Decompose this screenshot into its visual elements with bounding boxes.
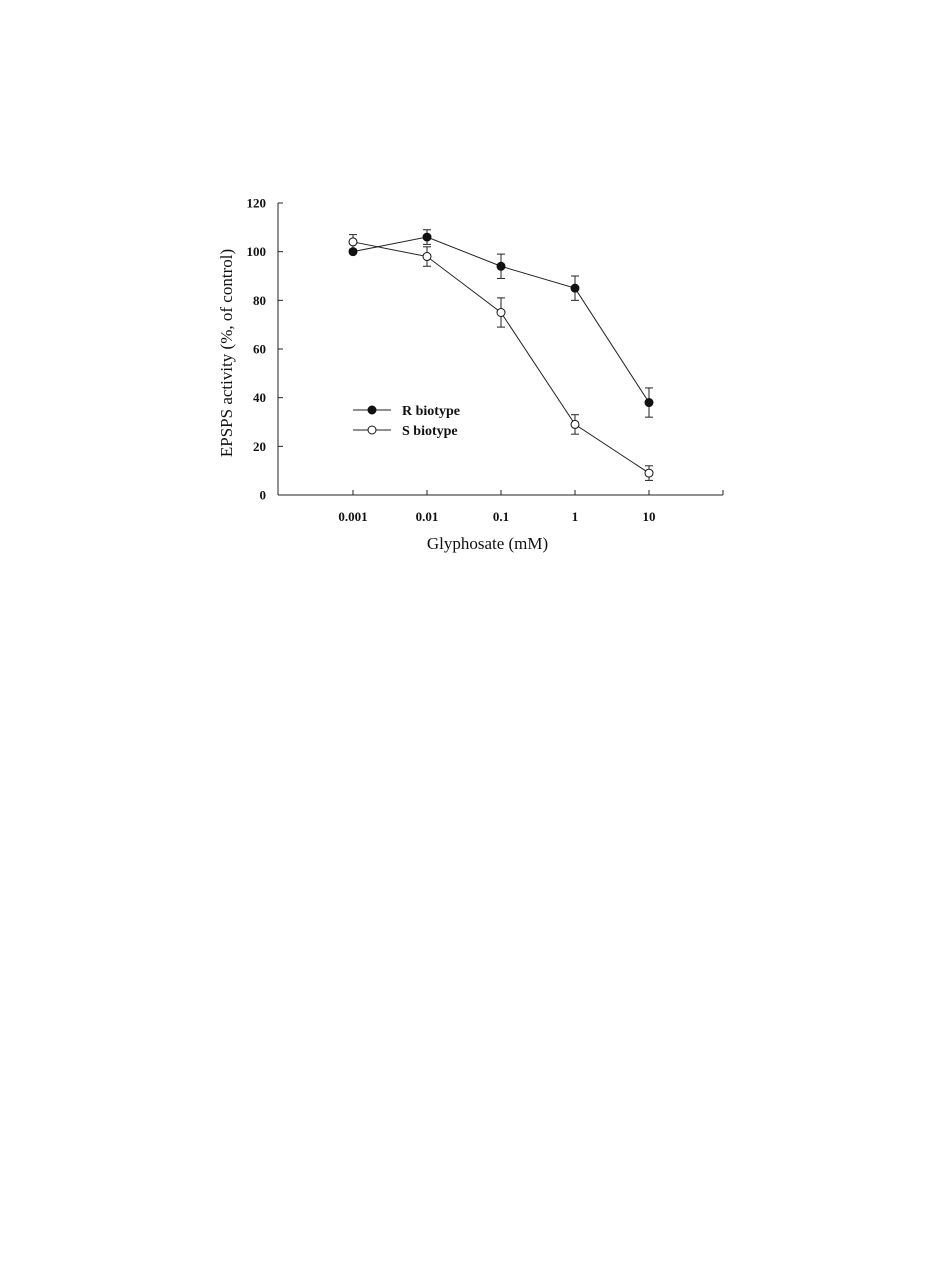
y-tick-label: 20 xyxy=(253,439,266,454)
series-s xyxy=(348,234,654,481)
series-layer xyxy=(348,229,654,481)
legend-label: R biotype xyxy=(402,404,460,419)
data-point xyxy=(570,419,580,429)
legend-marker xyxy=(367,425,377,435)
x-tick-label: 10 xyxy=(643,509,656,524)
legend-item: S biotype xyxy=(353,424,458,439)
legend: R biotype S biotype xyxy=(353,404,460,439)
y-tick-label: 100 xyxy=(247,244,267,259)
data-point xyxy=(496,308,506,317)
legend-label: S biotype xyxy=(402,424,458,439)
y-axis-title: EPSPS activity (%, of control) xyxy=(217,249,236,457)
data-point xyxy=(348,247,358,257)
y-tick-label: 60 xyxy=(253,342,266,357)
data-point xyxy=(348,237,358,247)
y-ticks: 0 20 40 60 80 100 120 xyxy=(247,196,283,503)
axes xyxy=(277,203,723,496)
data-point xyxy=(422,232,432,242)
x-tick-label: 1 xyxy=(572,509,579,524)
series-r xyxy=(348,229,654,418)
x-axis-title: Glyphosate (mM) xyxy=(427,534,548,553)
y-tick-label: 0 xyxy=(260,488,267,503)
y-tick-label: 40 xyxy=(253,390,266,405)
y-tick-label: 120 xyxy=(247,196,267,211)
legend-item: R biotype xyxy=(353,404,460,419)
data-point xyxy=(570,283,580,293)
x-tick-label: 0.001 xyxy=(338,509,367,524)
legend-marker xyxy=(367,405,377,415)
x-ticks: 0.001 0.01 0.1 1 10 xyxy=(338,490,724,524)
data-point xyxy=(644,468,654,478)
x-tick-label: 0.01 xyxy=(416,509,439,524)
data-point xyxy=(644,398,654,408)
x-tick-label: 0.1 xyxy=(493,509,509,524)
y-tick-label: 80 xyxy=(253,293,266,308)
data-point xyxy=(496,261,506,271)
data-point xyxy=(422,252,432,262)
